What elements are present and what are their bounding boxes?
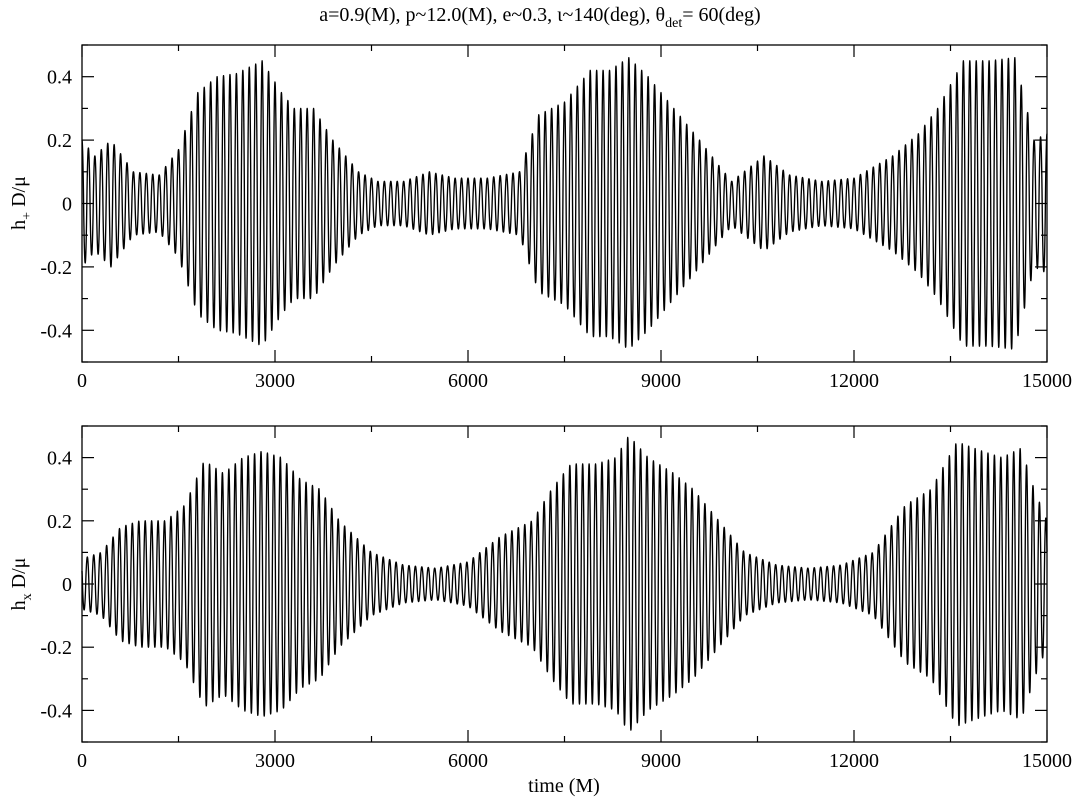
x-tick-label: 15000 (1022, 750, 1072, 772)
x-tick-label: 12000 (829, 750, 879, 772)
x-tick-label: 9000 (641, 370, 681, 392)
y-tick-label: 0.4 (47, 67, 72, 89)
h-cross-waveform-line (81, 436, 1048, 731)
x-tick-label: 0 (77, 750, 87, 772)
y-tick-label: 0.2 (47, 130, 72, 152)
x-tick-label: 0 (77, 370, 87, 392)
x-tick-label: 15000 (1022, 370, 1072, 392)
chart-title: a=0.9(M), p~12.0(M), e~0.3, ι~140(deg), … (319, 4, 760, 31)
chart-title-tail: = 60(deg) (682, 4, 760, 26)
x-tick-label: 6000 (448, 750, 488, 772)
x-tick-label: 6000 (448, 370, 488, 392)
h-plus-waveform-line (81, 57, 1048, 350)
y-tick-label: 0 (62, 574, 72, 596)
h-plus-panel: 0 3000 6000 9000 12000 15000 -0.4 -0.2 0 0.2 0.4 h… (8, 44, 1072, 392)
h-plus-ticks: 0 3000 6000 9000 12000 15000 -0.4 -0.2 0 0.2 0.4 (40, 44, 1072, 392)
chart-title-subscript: det (665, 16, 682, 31)
y-tick-label: 0.4 (47, 448, 72, 470)
h-cross-ticks: 0 3000 6000 9000 12000 15000 -0.4 -0.2 0 0.2 0.4 (40, 425, 1072, 772)
y-tick-label: 0 (62, 194, 72, 216)
x-axis-label: time (M) (528, 775, 600, 797)
x-tick-label: 3000 (255, 370, 295, 392)
chart-title-main: a=0.9(M), p~12.0(M), e~0.3, ι~140(deg), … (319, 4, 665, 26)
y-tick-label: -0.2 (40, 637, 72, 659)
h-cross-panel: 0 3000 6000 9000 12000 15000 -0.4 -0.2 0 0.2 0.4 h… (8, 425, 1072, 797)
x-tick-label: 12000 (829, 370, 879, 392)
y-tick-label: -0.2 (40, 257, 72, 279)
x-tick-label: 9000 (641, 750, 681, 772)
h-plus-y-axis-label: h+ D/μ (8, 176, 35, 230)
h-cross-y-axis-label: hx D/μ (8, 558, 35, 611)
y-tick-label: -0.4 (40, 320, 72, 342)
y-tick-label: -0.4 (40, 700, 72, 722)
x-tick-label: 3000 (255, 750, 295, 772)
y-tick-label: 0.2 (47, 511, 72, 533)
